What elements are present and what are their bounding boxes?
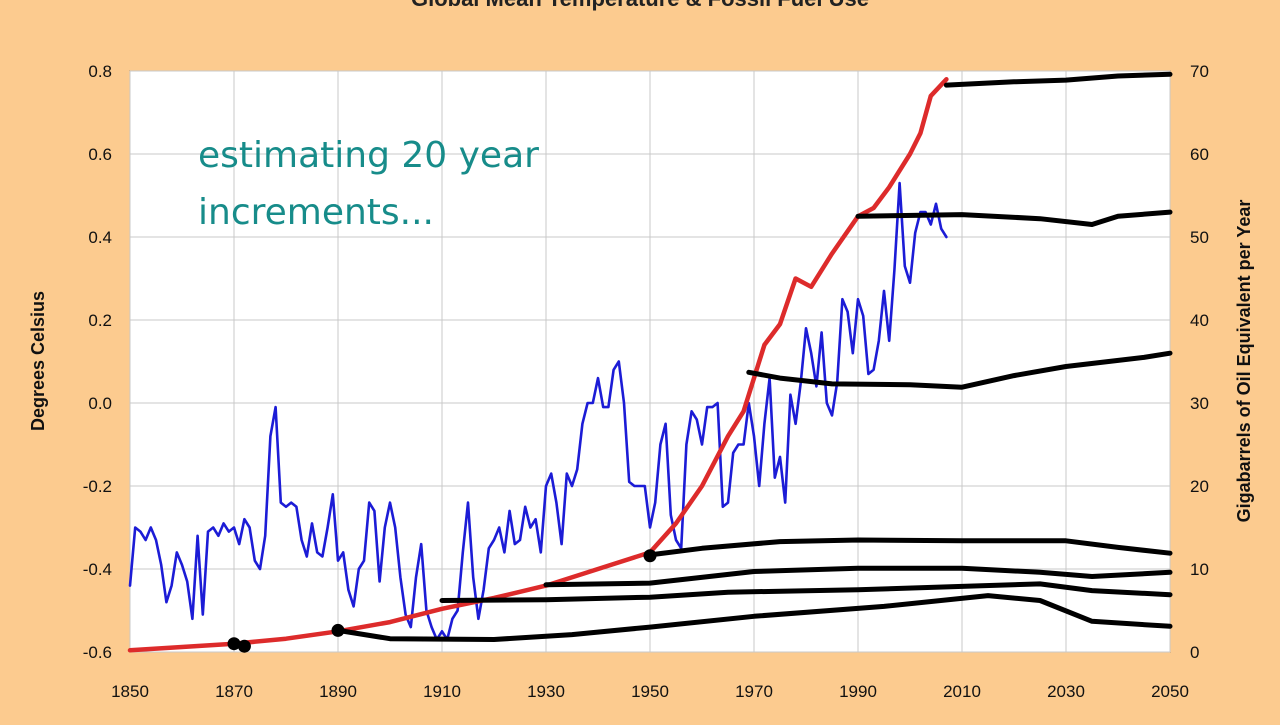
y-left-tick-label: -0.4 xyxy=(83,560,112,579)
x-tick-label: 1890 xyxy=(319,682,357,701)
series-line-3 xyxy=(855,209,1173,227)
y-left-tick-label: 0.8 xyxy=(88,62,112,81)
series-line-8 xyxy=(335,593,1173,642)
x-tick-label: 2050 xyxy=(1151,682,1189,701)
y-left-tick-label: -0.6 xyxy=(83,643,112,662)
series-line-0 xyxy=(128,181,948,641)
x-tick-label: 1850 xyxy=(111,682,149,701)
y-right-tick-label: 70 xyxy=(1190,62,1209,81)
marker-group xyxy=(227,549,657,653)
series-line-7 xyxy=(439,581,1173,603)
series-line-6 xyxy=(543,565,1173,588)
y-axis-label-right: Gigabarrels of Oil Equivalent per Year xyxy=(1234,200,1254,523)
y-right-tick-label: 20 xyxy=(1190,477,1209,496)
marker-point-2 xyxy=(331,623,345,637)
y-left-tick-label: 0.0 xyxy=(88,394,112,413)
y-right-tick-label: 0 xyxy=(1190,643,1199,662)
series-line-2 xyxy=(943,71,1173,88)
x-tick-label: 1990 xyxy=(839,682,877,701)
x-tick-label: 1970 xyxy=(735,682,773,701)
y-left-tick-label: 0.2 xyxy=(88,311,112,330)
x-tick-label: 1950 xyxy=(631,682,669,701)
y-right-tick-label: 40 xyxy=(1190,311,1209,330)
x-tick-label: 2010 xyxy=(943,682,981,701)
y-right-tick-label: 60 xyxy=(1190,145,1209,164)
y-left-axis-ticks: 0.8 0.6 0.4 0.2 0.0 -0.2 -0.4 -0.6 xyxy=(83,62,112,662)
x-axis-ticks: 1850 1870 1890 1910 1930 1950 1970 1990 2010 2030… xyxy=(111,682,1189,701)
y-left-tick-label: 0.4 xyxy=(88,228,112,247)
series-line-4 xyxy=(746,350,1173,390)
x-tick-label: 1930 xyxy=(527,682,565,701)
annotation-line-2: increments... xyxy=(198,192,434,233)
x-tick-label: 1870 xyxy=(215,682,253,701)
marker-point-0 xyxy=(227,637,241,651)
marker-point-1 xyxy=(237,639,251,653)
x-tick-label: 2030 xyxy=(1047,682,1085,701)
x-tick-label: 1910 xyxy=(423,682,461,701)
series-line-5 xyxy=(647,537,1173,558)
y-right-axis-ticks: 70 60 50 40 30 20 10 0 xyxy=(1190,62,1209,662)
y-left-tick-label: -0.2 xyxy=(83,477,112,496)
series-line-1 xyxy=(127,77,949,653)
y-right-tick-label: 30 xyxy=(1190,394,1209,413)
y-left-tick-label: 0.6 xyxy=(88,145,112,164)
y-right-tick-label: 10 xyxy=(1190,560,1209,579)
series-group xyxy=(127,71,1173,653)
chart-title: Global Mean Temperature & Fossil Fuel Us… xyxy=(411,0,869,11)
marker-point-3 xyxy=(643,549,657,563)
annotation-line-1: estimating 20 year xyxy=(198,135,539,176)
y-right-tick-label: 50 xyxy=(1190,228,1209,247)
y-axis-label-left: Degrees Celsius xyxy=(28,291,48,431)
grid-lines xyxy=(129,70,1171,653)
